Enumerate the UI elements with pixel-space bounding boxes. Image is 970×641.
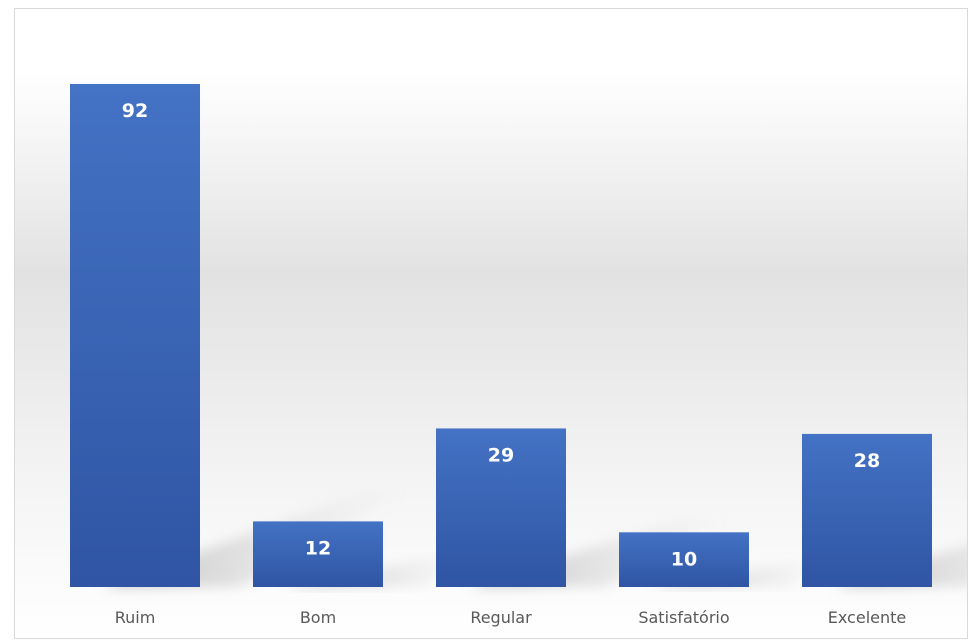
bar-chart: 92 12 29 10 28 Ruim Bom Regular Satisfatório Exc… [70,84,967,627]
bar-satisfatorio [619,532,749,587]
category-label: Ruim [115,608,156,627]
bar-ruim [70,84,200,587]
data-labels: 92 12 29 10 28 [122,100,880,570]
data-label: 28 [854,450,880,472]
bars [70,84,932,587]
category-label: Satisfatório [638,608,729,627]
data-label: 29 [488,444,514,466]
category-label: Bom [300,608,336,627]
data-label: 10 [671,548,697,570]
data-label: 92 [122,100,148,122]
bar-excelente [802,433,932,587]
category-label: Regular [470,608,532,627]
bar-bom [253,521,383,587]
data-label: 12 [305,537,331,559]
bar-regular [436,428,566,587]
category-label: Excelente [828,608,906,627]
chart-frame: 92 12 29 10 28 Ruim Bom Regular Satisfatório Exc… [14,8,968,639]
category-labels: Ruim Bom Regular Satisfatório Excelente [115,608,907,627]
